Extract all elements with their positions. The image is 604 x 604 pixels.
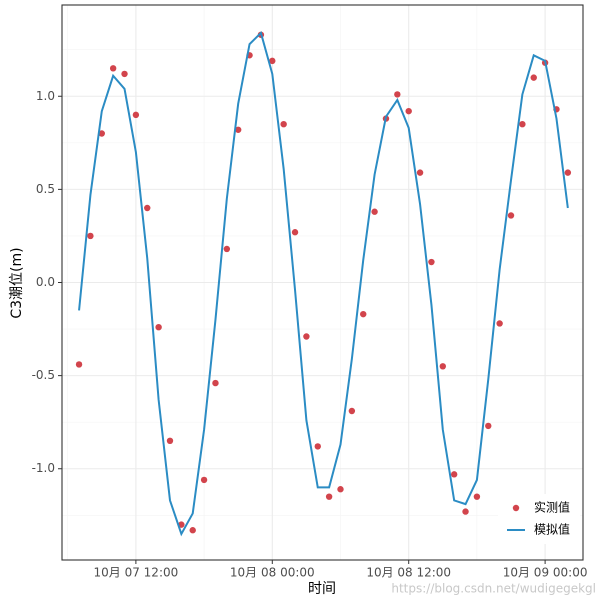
data-point: [507, 212, 515, 219]
legend-label: 实测值: [534, 500, 570, 515]
panel-border: [61, 4, 584, 561]
data-point: [439, 363, 447, 370]
x-tick-label: 10月 08 12:00: [366, 566, 451, 580]
data-point: [75, 361, 83, 368]
y-tick-label: 0.5: [36, 182, 55, 196]
legend-box: [498, 494, 580, 544]
legend-key: [512, 504, 520, 512]
data-point: [269, 57, 276, 65]
data-point: [280, 120, 287, 128]
x-axis-title: 时间: [308, 581, 336, 597]
data-point: [212, 379, 219, 387]
data-line: [78, 31, 569, 537]
data-point: [473, 493, 481, 500]
data-point: [303, 333, 310, 340]
data-point: [348, 407, 356, 415]
data-point: [189, 527, 196, 534]
y-tick-label: 0.0: [36, 275, 55, 289]
data-point: [394, 91, 401, 98]
x-tick-label: 10月 07 12:00: [94, 566, 179, 580]
data-point: [87, 232, 94, 240]
watermark: https://blog.csdn.net/wudigegekgl: [391, 582, 596, 596]
x-tick-label: 10月 09 00:00: [503, 566, 588, 580]
data-point: [428, 258, 435, 266]
data-point: [166, 437, 174, 445]
data-point: [109, 65, 117, 72]
data-point: [450, 471, 458, 478]
data-point: [496, 320, 503, 327]
y-tick-label: -0.5: [32, 368, 55, 382]
data-point: [132, 111, 140, 119]
data-point: [155, 323, 162, 331]
data-point: [325, 493, 333, 500]
data-point: [98, 130, 105, 137]
data-point: [314, 443, 321, 450]
data-point: [223, 245, 231, 253]
data-point: [360, 310, 367, 318]
data-point: [121, 70, 128, 78]
data-point: [530, 74, 537, 81]
data-point: [564, 169, 572, 176]
data-point: [234, 126, 242, 133]
data-point: [200, 476, 208, 484]
data-point: [405, 107, 412, 115]
legend-label: 模拟值: [534, 522, 570, 537]
data-point: [291, 229, 299, 236]
y-axis-title: C3潮位(m): [9, 247, 25, 318]
y-tick-label: 1.0: [36, 89, 55, 103]
data-point: [144, 204, 151, 212]
data-point: [519, 120, 526, 128]
data-point: [337, 486, 344, 493]
data-point: [462, 508, 469, 515]
data-point: [371, 208, 378, 215]
data-point: [485, 422, 492, 430]
y-tick-label: -1.0: [32, 461, 55, 475]
data-point: [416, 169, 424, 176]
x-tick-label: 10月 08 00:00: [230, 566, 315, 580]
